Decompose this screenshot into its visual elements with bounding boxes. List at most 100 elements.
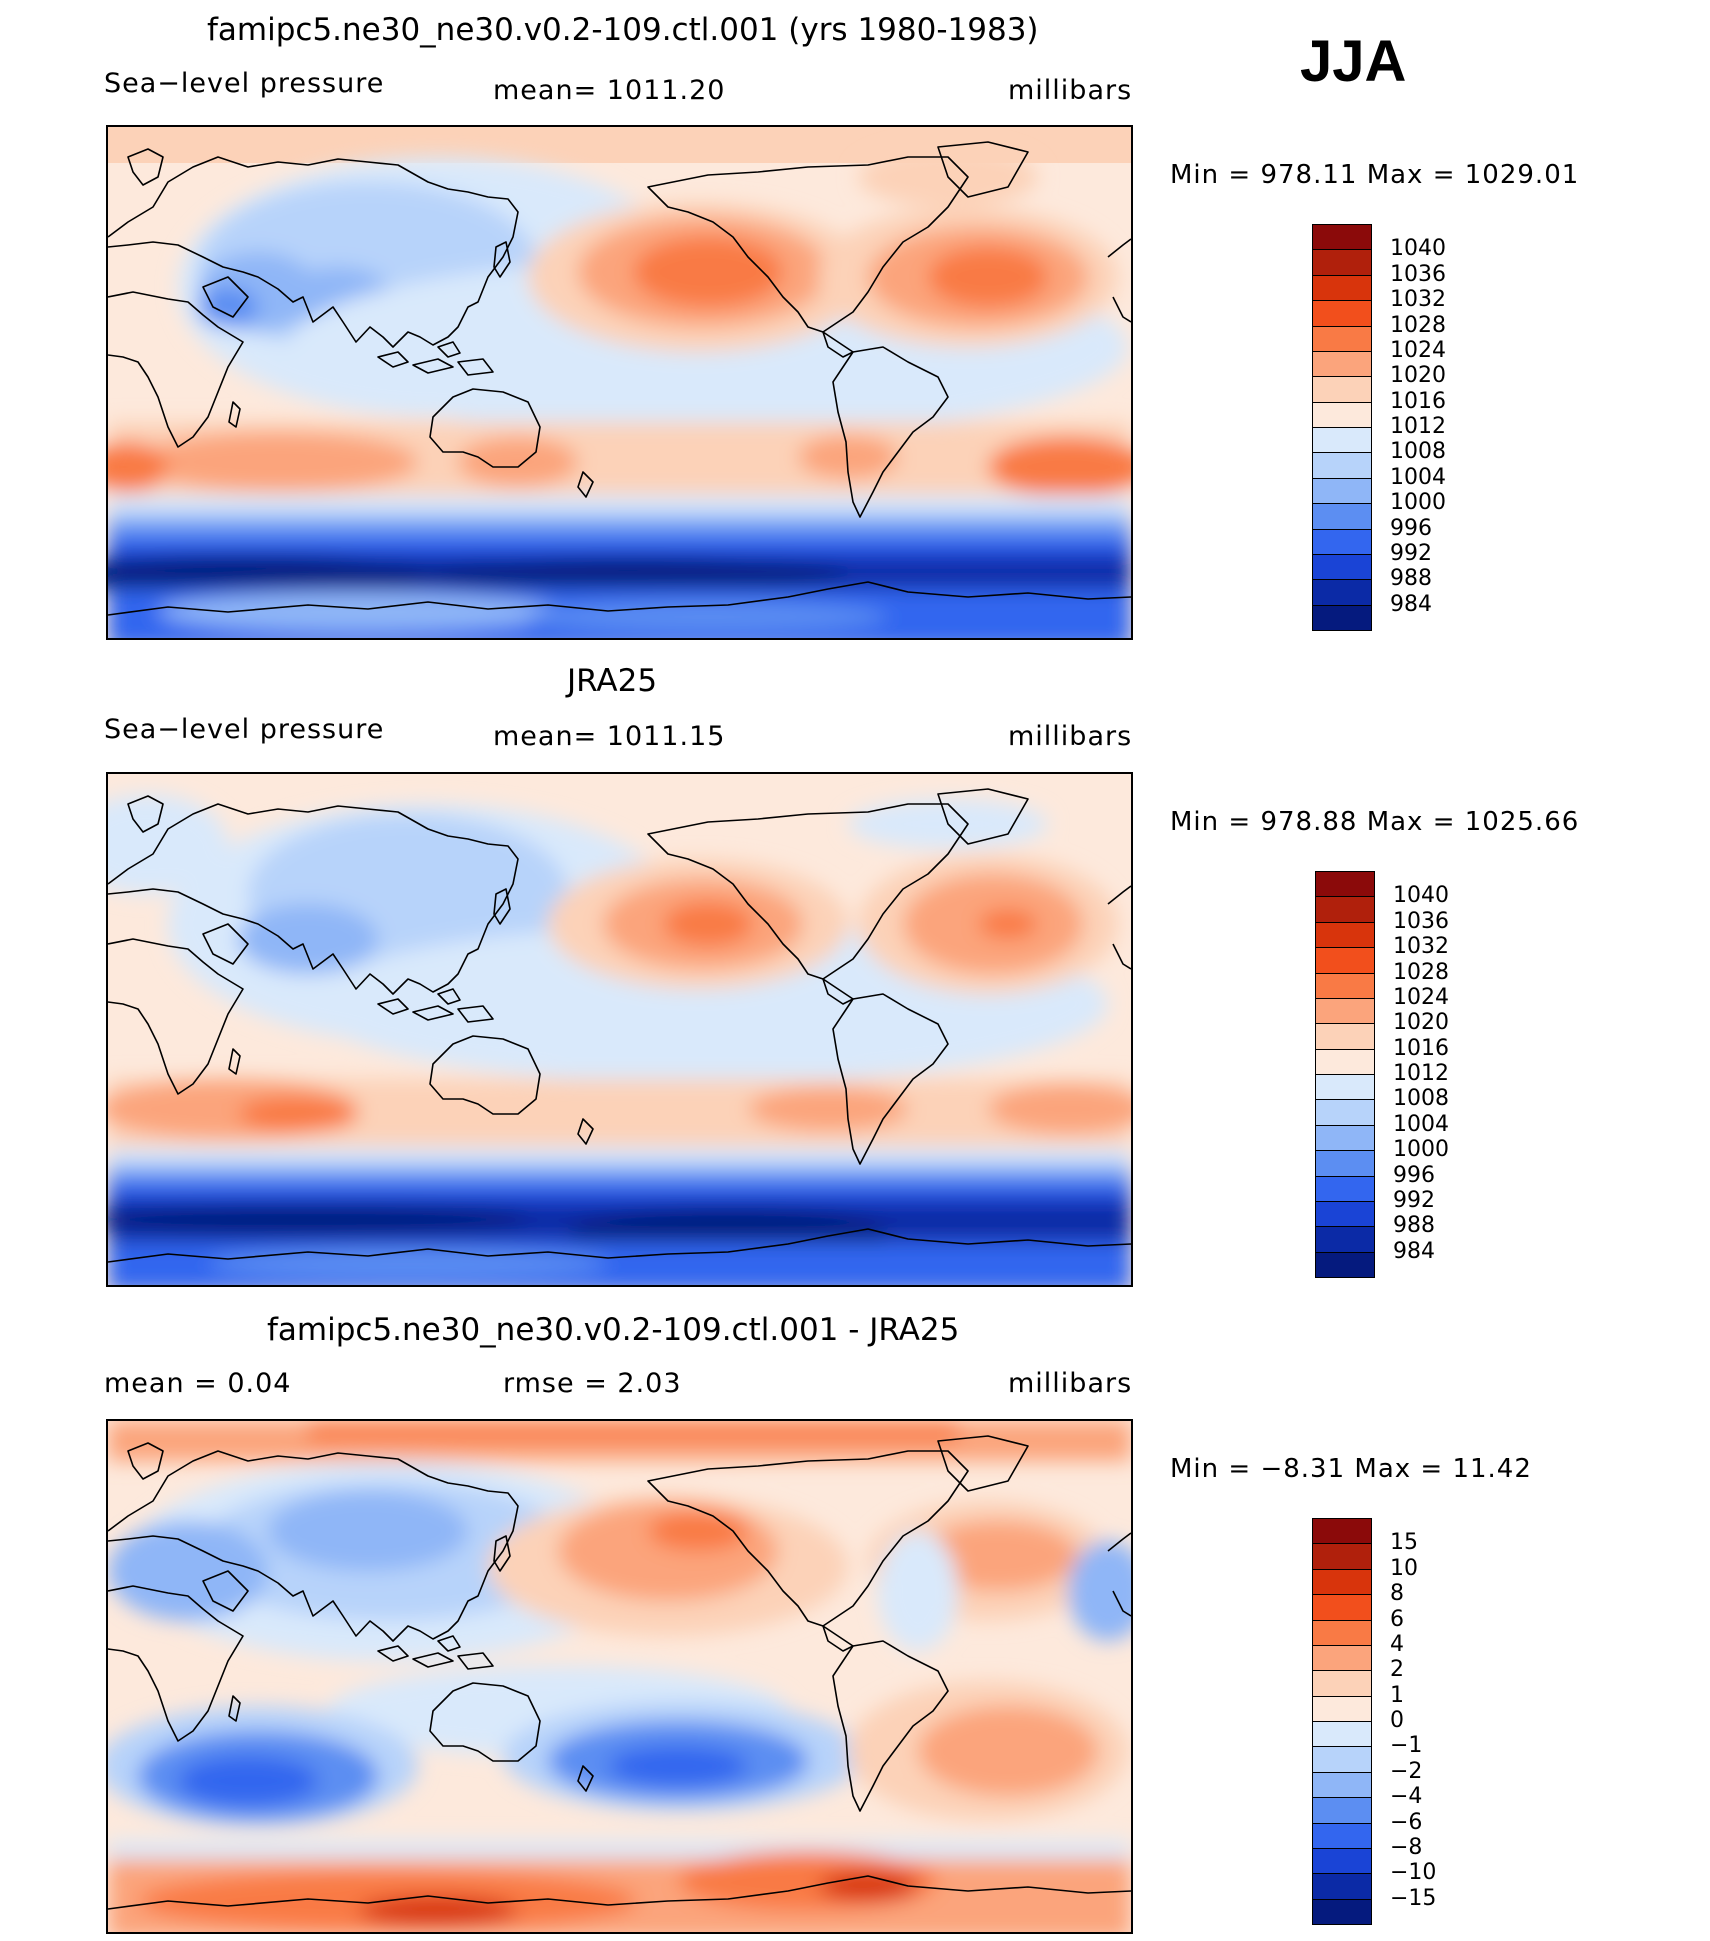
colorbar-tick-label: 1040 xyxy=(1393,883,1449,909)
colorbar-swatch xyxy=(1312,579,1372,606)
colorbar-tick-label: 996 xyxy=(1393,1162,1435,1188)
colorbar-swatch xyxy=(1312,1568,1372,1596)
panel-2-variable-label: Sea−level pressure xyxy=(104,714,385,745)
colorbar-tick-label: 15 xyxy=(1390,1530,1418,1556)
colorbar-tick-label: 1008 xyxy=(1393,1086,1449,1112)
colorbar-swatch xyxy=(1315,1226,1375,1253)
colorbar-swatch xyxy=(1315,947,1375,974)
panel-3-min-max: Min = −8.31 Max = 11.42 xyxy=(1170,1454,1532,1484)
colorbar-swatch xyxy=(1315,1251,1375,1278)
colorbar-swatch xyxy=(1312,1847,1372,1875)
colorbar-tick-label: 1012 xyxy=(1390,414,1446,439)
colorbar-swatch xyxy=(1312,1543,1372,1570)
colorbar-swatch xyxy=(1315,1074,1375,1101)
panel-1-mean-label: mean= 1011.20 xyxy=(493,75,726,106)
colorbar-tick-label: 984 xyxy=(1393,1238,1435,1264)
colorbar-swatch xyxy=(1312,224,1372,251)
colorbar-swatch xyxy=(1312,528,1372,555)
panel-2-map xyxy=(106,772,1133,1287)
panel-1-title: famipc5.ne30_ne30.v0.2-109.ctl.001 (yrs … xyxy=(207,12,1039,48)
colorbar-tick-label: 1004 xyxy=(1393,1111,1449,1137)
colorbar-tick-label: 1 xyxy=(1390,1682,1404,1708)
colorbar-tick-label: 1024 xyxy=(1393,984,1449,1010)
colorbar-swatch xyxy=(1312,1746,1372,1773)
colorbar-tick-label: 1032 xyxy=(1390,287,1446,313)
panel-3-colorbar: 15 10 8 6 4 2 1 0 −1 −2 −4 −6 −8 −10 −15 xyxy=(1312,1518,1436,1925)
panel-3-mean-label: mean = 0.04 xyxy=(104,1368,292,1399)
colorbar-tick-label: 996 xyxy=(1390,515,1432,541)
panel-3-title: famipc5.ne30_ne30.v0.2-109.ctl.001 - JRA… xyxy=(267,1312,960,1348)
colorbar-tick-label: 1004 xyxy=(1390,464,1446,490)
colorbar-tick-label: 6 xyxy=(1390,1606,1404,1632)
colorbar-tick-label: −6 xyxy=(1390,1809,1423,1835)
panel-3-map xyxy=(106,1419,1133,1934)
colorbar-tick-label: 8 xyxy=(1390,1581,1404,1607)
colorbar-tick-label: −1 xyxy=(1390,1733,1423,1759)
colorbar-swatch xyxy=(1312,503,1372,530)
colorbar-swatch xyxy=(1312,452,1372,479)
panel-2-title: JRA25 xyxy=(567,663,658,699)
colorbar-tick-label: 988 xyxy=(1390,566,1432,592)
colorbar-tick-label: 1020 xyxy=(1390,363,1446,389)
panel-2-mean-label: mean= 1011.15 xyxy=(493,721,726,752)
panel-1-min-max: Min = 978.11 Max = 1029.01 xyxy=(1170,160,1580,190)
colorbar-tick-label: 1036 xyxy=(1390,261,1446,287)
panel-1-colorbar: 1040 1036 1032 1028 1024 1020 1016 1012 1008 1004… xyxy=(1312,224,1446,631)
colorbar-tick-label: 1016 xyxy=(1390,388,1446,414)
colorbar-swatch xyxy=(1312,1873,1372,1900)
colorbar-tick-label: 1024 xyxy=(1390,337,1446,363)
colorbar-tick-label: 992 xyxy=(1390,540,1432,566)
panel-1-variable-label: Sea−level pressure xyxy=(104,68,385,99)
colorbar-swatch xyxy=(1315,1023,1375,1050)
colorbar-swatch xyxy=(1312,553,1372,581)
colorbar-tick-label: 1028 xyxy=(1390,312,1446,338)
colorbar-swatch xyxy=(1315,1124,1375,1152)
colorbar-swatch xyxy=(1315,1048,1375,1075)
colorbar-swatch xyxy=(1312,1644,1372,1672)
colorbar-swatch xyxy=(1315,1200,1375,1228)
colorbar-swatch xyxy=(1312,376,1372,403)
colorbar-swatch xyxy=(1312,477,1372,505)
panel-1-heatmap xyxy=(108,127,1131,638)
colorbar-swatch xyxy=(1315,972,1375,999)
colorbar-swatch xyxy=(1315,997,1375,1025)
colorbar-tick-label: 1016 xyxy=(1393,1035,1449,1061)
panel-1-units-label: millibars xyxy=(1008,75,1133,106)
panel-3-units-label: millibars xyxy=(1008,1368,1133,1399)
colorbar-tick-label: 988 xyxy=(1393,1213,1435,1239)
colorbar-tick-label: −10 xyxy=(1390,1860,1437,1886)
colorbar-tick-label: 1040 xyxy=(1390,236,1446,262)
panel-2-min-max: Min = 978.88 Max = 1025.66 xyxy=(1170,807,1580,837)
colorbar-swatch xyxy=(1312,249,1372,276)
panel-2-units-label: millibars xyxy=(1008,721,1133,752)
colorbar-tick-label: −15 xyxy=(1390,1885,1437,1911)
colorbar-swatch xyxy=(1312,1822,1372,1849)
colorbar-tick-label: 992 xyxy=(1393,1187,1435,1213)
panel-1-map xyxy=(106,125,1133,640)
colorbar-swatch xyxy=(1312,427,1372,454)
colorbar-tick-label: 1000 xyxy=(1390,490,1446,516)
colorbar-swatch xyxy=(1312,1721,1372,1748)
colorbar-swatch xyxy=(1312,1670,1372,1697)
colorbar-swatch xyxy=(1312,350,1372,378)
colorbar-swatch xyxy=(1315,1175,1375,1202)
colorbar-tick-label: 0 xyxy=(1390,1708,1404,1733)
colorbar-swatch xyxy=(1315,871,1375,898)
colorbar-tick-label: 984 xyxy=(1390,591,1432,617)
colorbar-tick-label: 4 xyxy=(1390,1631,1404,1657)
colorbar-tick-label: 10 xyxy=(1390,1555,1418,1581)
colorbar-tick-label: 1000 xyxy=(1393,1137,1449,1163)
panel-3-rmse-label: rmse = 2.03 xyxy=(503,1368,682,1399)
colorbar-swatch xyxy=(1312,1594,1372,1621)
colorbar-swatch xyxy=(1312,1619,1372,1646)
colorbar-tick-label: −4 xyxy=(1390,1784,1423,1810)
colorbar-tick-label: 1020 xyxy=(1393,1010,1449,1036)
colorbar-swatch xyxy=(1312,1518,1372,1545)
colorbar-tick-label: −2 xyxy=(1390,1758,1423,1784)
colorbar-swatch xyxy=(1312,274,1372,302)
colorbar-tick-label: 2 xyxy=(1390,1657,1404,1683)
colorbar-tick-label: 1036 xyxy=(1393,908,1449,934)
colorbar-swatch xyxy=(1315,896,1375,923)
colorbar-tick-label: 1012 xyxy=(1393,1061,1449,1086)
colorbar-swatch xyxy=(1312,300,1372,327)
